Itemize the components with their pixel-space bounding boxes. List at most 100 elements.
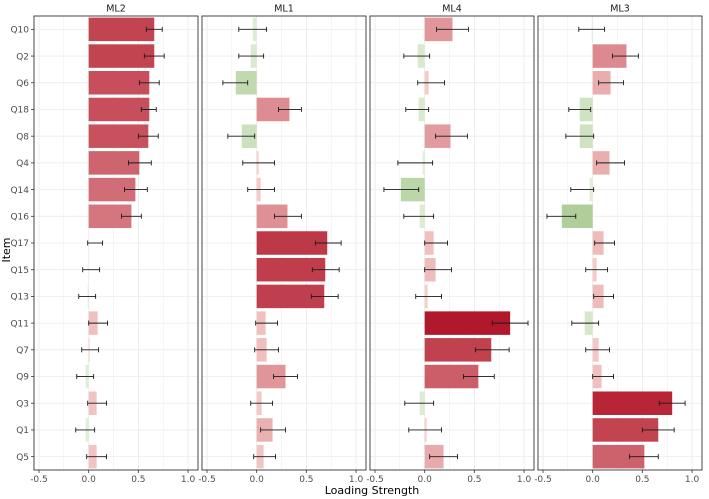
errorbar-ml2-q4 [127,160,152,166]
x-tick-label: 0.0 [586,475,601,485]
errorbar-ml3-q3 [658,400,686,406]
errorbar-ml2-q11 [88,320,109,326]
errorbar-ml2-q15 [82,267,101,273]
bar-ml4-q9 [424,364,479,389]
bar-ml2-q4 [88,151,140,175]
errorbar-ml3-q6 [598,80,624,86]
y-tick-label-q1: Q1 [16,426,29,436]
errorbar-ml3-q2 [612,53,639,59]
bar-ml3-q3 [592,391,673,415]
errorbar-ml4-q2 [403,53,431,59]
errorbar-ml4-q13 [415,293,443,299]
y-axis: Q10 Q2 Q6 Q18 Q8 Q4 Q14 Q16 Q17 Q15 Q13 Q11 Q7 Q9 Q3 Q1… [10,26,34,463]
errorbar-ml2-q13 [78,293,97,299]
bar-ml4-q11 [424,311,511,335]
bar-ml1-q16 [256,204,288,229]
bar-ml1-q17 [256,231,328,255]
errorbar-ml1-q8 [227,133,256,139]
errorbar-ml4-q9 [462,374,495,380]
y-axis-title: Item [0,237,13,262]
errorbar-ml3-q5 [628,454,659,460]
panel-border [201,15,367,471]
y-tick-label-q18: Q18 [10,106,29,116]
x-tick-label: 0.5 [299,475,313,485]
errorbar-ml2-q10 [145,26,163,32]
facet-strip [34,1,198,15]
y-tick-label-q9: Q9 [16,373,29,383]
facet-panel-ml1: ML1 -0.5 0.0 0.5 1.0 [198,1,367,485]
bar-ml2-q10 [88,17,155,42]
errorbar-ml3-q10 [578,26,606,32]
errorbar-ml4-q10 [436,26,469,32]
x-tick-label: 0.5 [131,475,145,485]
errorbar-ml3-q4 [596,160,625,166]
errorbar-ml1-q3 [250,400,274,406]
x-tick-label: -0.5 [534,475,552,485]
errorbar-ml1-q16 [274,213,302,219]
x-axis-title: Loading Strength [325,484,420,497]
x-tick-label: 0.0 [418,475,433,485]
facet-panels: ML2 -0.5 0.0 0.5 1.0 ML1 -0.5 0.0 0.5 1.0 ML4 -0.5 0… [30,1,703,485]
bar-ml2-q6 [88,71,150,95]
errorbar-ml4-q6 [417,80,445,86]
facet-strip-label: ML2 [106,4,126,15]
x-tick-label: -0.5 [198,475,216,485]
errorbar-ml2-q18 [140,106,157,112]
errorbar-ml2-q16 [121,213,142,219]
errorbar-ml1-q10 [238,26,268,32]
bar-ml4-q7 [424,338,492,362]
facet-strip-label: ML1 [274,4,294,15]
x-tick-label: 0.0 [250,475,265,485]
facet-strip [538,1,702,15]
x-tick-label: 1.0 [517,475,532,485]
bar-ml2-q18 [88,97,150,122]
errorbar-ml2-q1 [75,427,96,433]
y-tick-label-q2: Q2 [16,52,29,62]
y-tick-label-q16: Q16 [10,212,29,222]
panel-border [369,15,535,471]
errorbar-ml1-q9 [273,374,298,380]
errorbar-ml3-q17 [594,240,615,246]
errorbar-ml1-q6 [222,80,249,86]
errorbar-ml4-q3 [404,400,435,406]
y-tick-label-q14: Q14 [10,186,29,196]
errorbar-ml4-q15 [424,267,452,273]
y-tick-label-q7: Q7 [16,346,29,356]
errorbar-ml3-q18 [568,106,592,112]
errorbar-ml2-q3 [87,400,108,406]
errorbar-ml1-q7 [254,347,279,353]
facet-panel-ml3: ML3 -0.5 0.0 0.5 1.0 [534,1,703,485]
bar-ml1-q18 [256,97,290,122]
x-tick-label: 0.5 [467,475,481,485]
errorbar-ml1-q2 [238,53,265,59]
facet-strip-label: ML4 [442,4,462,15]
x-tick-label: -0.5 [366,475,384,485]
bar-ml1-q13 [256,284,325,309]
errorbar-ml4-q14 [383,187,420,193]
bar-ml2-q14 [88,177,136,202]
bar-ml2-q8 [88,124,149,148]
errorbar-ml4-q18 [405,106,430,112]
x-tick-label: 1.0 [181,475,196,485]
x-tick-label: 0.5 [635,475,649,485]
errorbar-ml3-q11 [571,320,600,326]
errorbar-ml1-q1 [260,427,286,433]
bar-ml1-q15 [256,257,326,282]
y-tick-label-q17: Q17 [10,239,29,249]
errorbar-ml1-q14 [247,187,276,193]
errorbar-ml3-q8 [565,133,595,139]
errorbar-ml1-q18 [278,106,302,112]
errorbar-ml3-q7 [585,347,611,353]
errorbar-ml2-q8 [137,133,159,139]
errorbar-ml1-q13 [310,293,339,299]
errorbar-ml3-q14 [570,187,595,193]
facet-strip [370,1,534,15]
y-tick-label-q10: Q10 [10,26,29,36]
facet-panel-ml4: ML4 -0.5 0.0 0.5 1.0 [366,1,535,485]
errorbar-ml2-q17 [87,240,104,246]
y-tick-label-q5: Q5 [16,453,29,463]
x-tick-label: 1.0 [685,475,700,485]
errorbar-ml4-q1 [408,427,443,433]
errorbar-ml4-q16 [403,213,435,219]
y-tick-label-q3: Q3 [16,399,29,409]
